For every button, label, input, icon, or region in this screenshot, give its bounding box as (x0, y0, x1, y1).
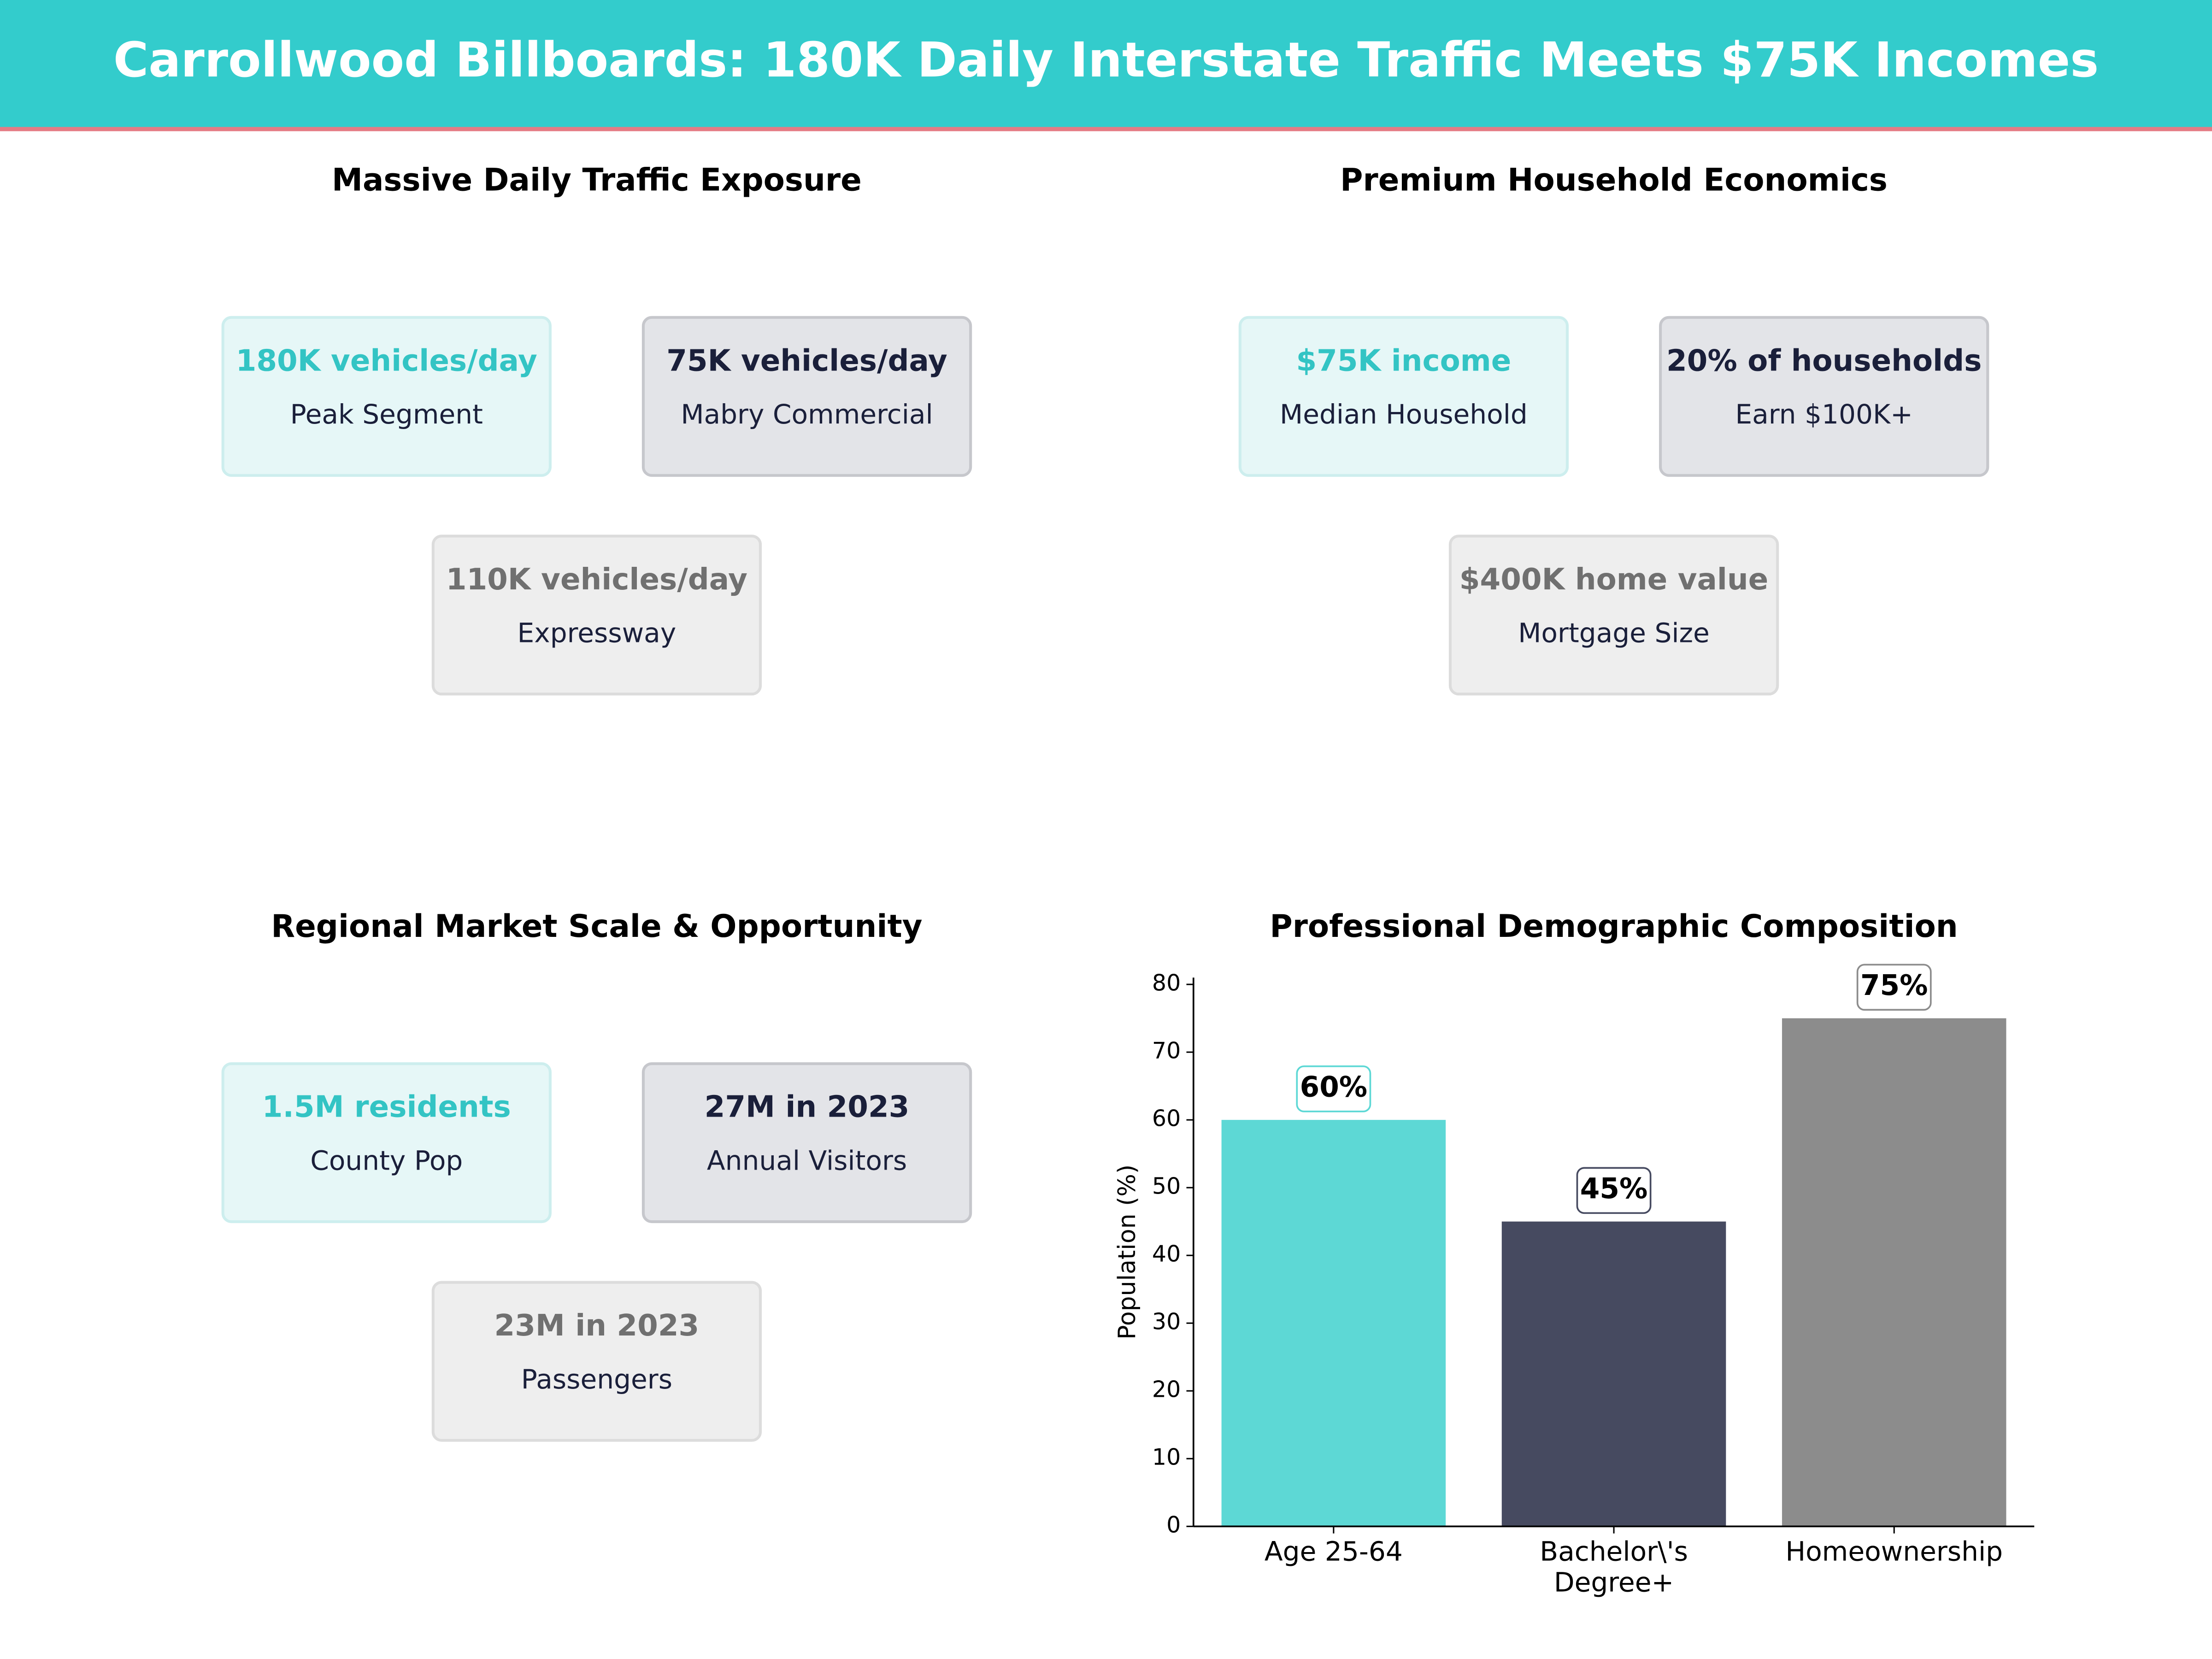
stat-label: Expressway (518, 618, 677, 649)
stat-value: 1.5M residents (262, 1090, 511, 1124)
y-tick-label: 40 (1152, 1241, 1181, 1267)
stat-value: 110K vehicles/day (446, 562, 747, 597)
panel-title: Regional Market Scale & Opportunity (271, 908, 922, 944)
stat-label: Passengers (521, 1364, 672, 1395)
y-tick-label: 10 (1152, 1444, 1181, 1471)
value-label: 60% (1300, 1071, 1368, 1103)
stat-label: Mabry Commercial (681, 399, 933, 430)
stat-label: Annual Visitors (707, 1145, 907, 1177)
stat-label: Mortgage Size (1518, 618, 1710, 649)
stat-label: Peak Segment (290, 399, 483, 430)
chart-title: Professional Demographic Composition (1270, 908, 1958, 944)
x-tick-label: Bachelor\'s Degree+ (1540, 1536, 1688, 1598)
stat-card (431, 535, 762, 696)
stat-card (431, 1281, 762, 1442)
stat-label: County Pop (310, 1145, 463, 1177)
panel-title: Massive Daily Traffic Exposure (332, 161, 862, 198)
stat-card (1238, 316, 1569, 477)
value-label: 75% (1860, 969, 1928, 1002)
stat-label: Earn $100K+ (1735, 399, 1912, 430)
y-tick-label: 60 (1152, 1106, 1181, 1132)
header-title: Carrollwood Billboards: 180K Daily Inter… (113, 32, 2099, 88)
bar (1501, 1221, 1726, 1527)
stat-label: Median Household (1280, 399, 1528, 430)
y-tick-label: 20 (1152, 1377, 1181, 1403)
y-tick-label: 50 (1152, 1173, 1181, 1200)
value-label-box (1576, 1167, 1652, 1214)
stat-value: $400K home value (1459, 562, 1769, 597)
panel-title: Premium Household Economics (1340, 161, 1888, 198)
value-label-box (1856, 964, 1932, 1011)
header-bar (0, 0, 2212, 127)
stat-value: 23M in 2023 (494, 1308, 700, 1343)
stat-card (641, 1062, 972, 1224)
y-tick-label: 70 (1152, 1038, 1181, 1064)
x-tick-label: Homeownership (1785, 1536, 2003, 1567)
bar (1221, 1120, 1446, 1527)
y-axis-label: Population (%) (1113, 1165, 1141, 1340)
y-tick-label: 0 (1166, 1512, 1181, 1538)
stat-card (641, 316, 972, 477)
x-tick-label: Age 25-64 (1265, 1536, 1403, 1567)
value-label: 45% (1580, 1172, 1648, 1205)
stat-value: 180K vehicles/day (236, 343, 537, 378)
bar (1782, 1018, 2006, 1527)
stat-card (1659, 316, 1989, 477)
header-rule (0, 127, 2212, 131)
stat-card (1448, 535, 1779, 696)
value-label-box (1296, 1065, 1371, 1112)
stat-value: 75K vehicles/day (666, 343, 947, 378)
stat-value: $75K income (1296, 343, 1511, 378)
stat-value: 27M in 2023 (705, 1090, 910, 1124)
stat-value: 20% of households (1666, 343, 1982, 378)
stat-card (221, 316, 552, 477)
stat-card (221, 1062, 552, 1224)
y-tick-label: 30 (1152, 1309, 1181, 1335)
y-tick-label: 80 (1152, 970, 1181, 996)
